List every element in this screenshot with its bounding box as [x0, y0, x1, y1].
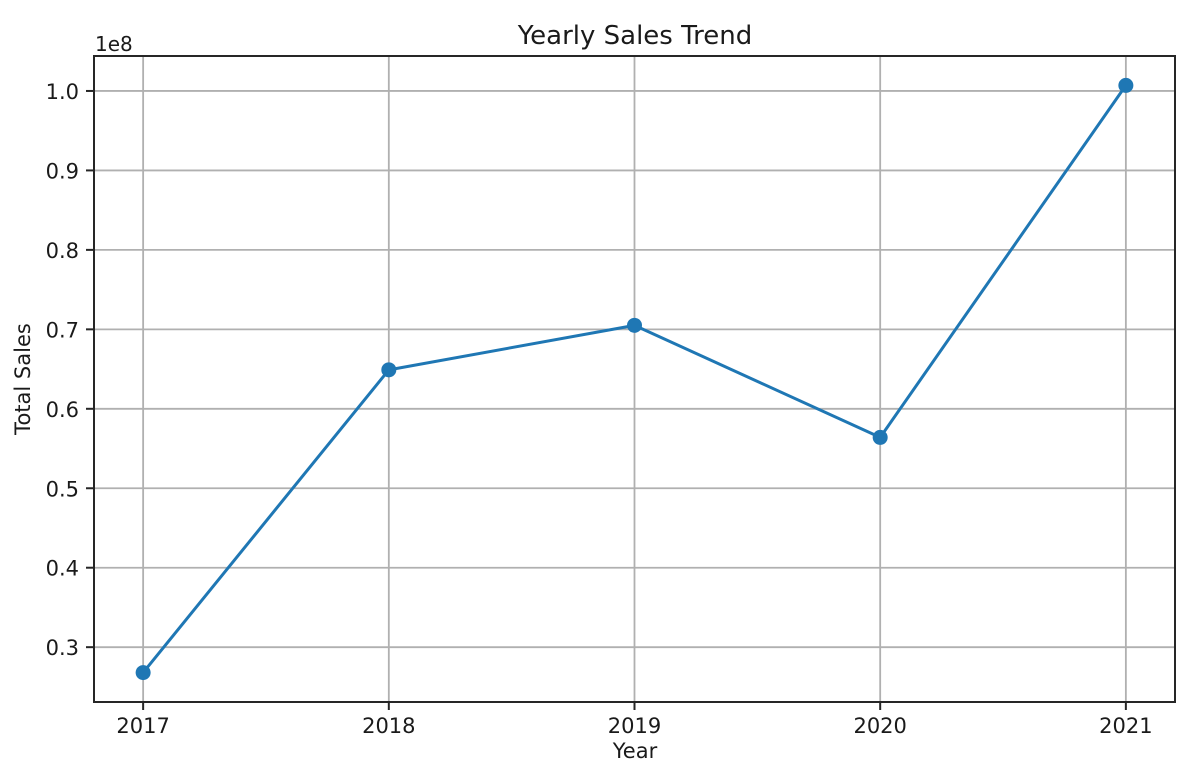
y-tick-label: 0.5 [46, 477, 79, 501]
x-tick-label: 2017 [116, 714, 169, 738]
y-tick-label: 0.9 [46, 159, 79, 183]
x-tick-label: 2021 [1099, 714, 1152, 738]
y-tick-label: 0.4 [46, 557, 79, 581]
data-point-marker [872, 429, 888, 445]
y-tick-label: 1.0 [46, 80, 79, 104]
x-tick-label: 2018 [362, 714, 415, 738]
data-point-marker [135, 665, 151, 681]
data-point-marker [1118, 77, 1134, 93]
x-tick-label: 2019 [608, 714, 661, 738]
chart-title: Yearly Sales Trend [517, 21, 753, 51]
y-tick-label: 0.7 [46, 318, 79, 342]
y-tick-label: 0.3 [46, 636, 79, 660]
y-tick-label: 0.8 [46, 239, 79, 263]
y-axis-offset-label: 1e8 [95, 32, 133, 56]
chart-plot-area: 2017 2018 2019 2020 2021 0.3 0.4 0.5 0.6 0.7 0.8 0.… [46, 55, 1176, 738]
data-point-marker [381, 362, 397, 378]
y-tick-label: 0.6 [46, 398, 79, 422]
data-point-marker [627, 317, 642, 333]
x-tick-label: 2020 [853, 714, 906, 738]
x-axis-label: Year [612, 739, 658, 763]
y-axis-label: Total Sales [11, 323, 35, 436]
